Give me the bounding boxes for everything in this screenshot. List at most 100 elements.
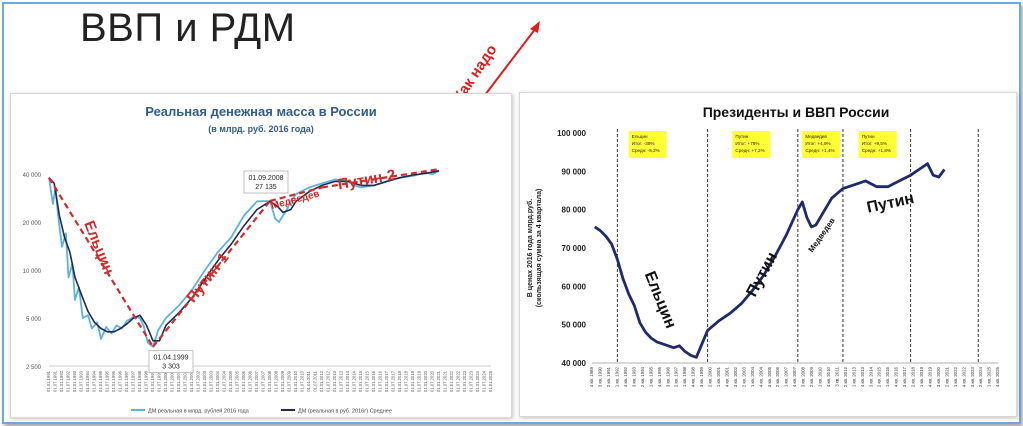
- x-tick-label: 01.01.1997: [124, 370, 129, 392]
- y-tick-label: 70 000: [562, 244, 587, 253]
- period-label: Ельцин: [641, 269, 679, 331]
- x-tick-label: 01.01.2003: [202, 370, 207, 392]
- period-label: Медведев: [807, 216, 837, 254]
- x-tick-label: 2 кв. 2021: [944, 366, 949, 387]
- note-line: Средн: +7,2%: [735, 148, 764, 153]
- x-tick-label: 01.07.1996: [118, 370, 123, 392]
- x-tick-label: 01.07.2012: [326, 370, 331, 392]
- x-tick-label: 2 кв. 2024: [978, 366, 983, 387]
- y-tick-label: 60 000: [562, 282, 587, 291]
- x-tick-label: 2 кв. 2009: [809, 366, 814, 387]
- period-label: Путин: [744, 249, 782, 299]
- x-tick-label: 01.07.2002: [196, 370, 201, 392]
- chart-subtitle: (в млрд. руб. 2016 года): [208, 124, 314, 134]
- y-tick-label: 10 000: [23, 269, 42, 275]
- y-tick-label: 40 000: [562, 359, 587, 368]
- x-tick-label: 2 кв. 2012: [843, 366, 848, 387]
- annotation-date: 01.09.2008: [248, 175, 283, 182]
- x-tick-label: 1 кв. 2022: [953, 366, 958, 387]
- x-tick-label: 1 кв. 2019: [919, 366, 924, 387]
- x-tick-label: 2 кв. 2015: [877, 366, 882, 387]
- x-tick-label: 4 кв. 2013: [860, 366, 865, 387]
- y-tick-label: 100 000: [557, 129, 586, 138]
- x-tick-label: 3 кв. 1996: [665, 366, 670, 387]
- x-tick-label: 01.07.1993: [79, 370, 84, 392]
- note-line: Средн: +1,4%: [805, 148, 834, 153]
- x-tick-label: 01.07.2022: [456, 370, 461, 392]
- gdp-chart-panel: Президенты и ВВП России 40 000 50 000 60 00…: [519, 92, 1017, 417]
- annotation-value: 27 135: [255, 184, 277, 191]
- x-tick-label: 3 кв. 2008: [801, 366, 806, 387]
- x-tick-label: 1 кв. 1992: [615, 366, 620, 387]
- x-tick-label: 01.07.1998: [144, 370, 149, 392]
- y-tick-label: 20 000: [23, 221, 42, 227]
- x-tick-label: 01.01.1994: [85, 370, 90, 392]
- x-tick-label: 4 кв. 2019: [927, 366, 932, 387]
- x-tick-label: 01.07.1992: [66, 370, 71, 392]
- x-tick-label: 3 кв. 2020: [936, 366, 941, 387]
- x-tick-label: 01.07.2004: [222, 370, 227, 392]
- x-tick-label: 01.07.1991: [53, 370, 58, 392]
- gdp-presidents-chart: Президенты и ВВП России 40 000 50 000 60 00…: [526, 104, 1000, 387]
- x-tick-label: 01.07.2018: [404, 370, 409, 392]
- x-tick-label: 01.01.2022: [449, 370, 454, 392]
- x-tick-label: 01.07.2020: [430, 370, 435, 392]
- x-tick-label: 4 кв. 1989: [589, 366, 594, 387]
- x-tick-label: 3 кв. 1999: [699, 366, 704, 387]
- x-tick-label: 01.01.1995: [98, 370, 103, 392]
- x-tick-label: 01.01.2025: [488, 370, 493, 392]
- x-tick-label: 01.01.2008: [267, 370, 272, 392]
- x-tick-label: 2 кв. 2006: [775, 366, 780, 387]
- note-line: Ельцин: [632, 134, 648, 139]
- x-tick-label: 3 кв. 2005: [767, 366, 772, 387]
- x-tick-label: 01.07.2011: [313, 370, 318, 391]
- x-tick-label: 01.01.1993: [72, 370, 77, 392]
- y-tick-label: 90 000: [562, 167, 587, 176]
- money-supply-chart-panel: Реальная денежная масса в России (в млрд.…: [10, 93, 512, 418]
- trend-label: Путин-1: [183, 250, 232, 306]
- x-tick-label: 2 кв. 2000: [708, 366, 713, 387]
- note-line: Средн: -5,2%: [632, 148, 660, 153]
- x-tick-label: 01.07.2008: [274, 370, 279, 392]
- note-line: Средн: +1,8%: [862, 148, 891, 153]
- x-tick-label: 1 кв. 1995: [648, 366, 653, 387]
- note-line: Медведев: [805, 134, 827, 139]
- x-tick-label: 01.01.2006: [241, 370, 246, 392]
- x-tick-label: 01.01.2021: [436, 370, 441, 392]
- y-tick-label: 5 000: [26, 317, 42, 323]
- x-tick-label: 01.01.2019: [410, 370, 415, 392]
- x-tick-label: 01.01.2023: [462, 370, 467, 392]
- x-tick-label: 01.01.2001: [176, 370, 181, 392]
- x-tick-label: 01.01.2018: [397, 370, 402, 392]
- x-tick-label: 2 кв. 1994: [640, 366, 645, 387]
- x-tick-label: 01.01.2002: [189, 370, 194, 392]
- x-tick-label: 01.01.2004: [215, 370, 220, 392]
- trend-line: [48, 177, 154, 348]
- chart-title: Президенты и ВВП России: [703, 104, 890, 120]
- x-tick-label: 3 кв. 1990: [598, 366, 603, 387]
- x-tick-label: 01.07.2021: [443, 370, 448, 392]
- note-line: Путин: [735, 134, 748, 139]
- x-tick-label: 1 кв. 2016: [885, 366, 890, 387]
- x-tick-label: 2 кв. 1997: [674, 366, 679, 387]
- x-tick-label: 01.01.2007: [254, 370, 259, 392]
- x-tick-label: 1 кв. 2010: [818, 366, 823, 387]
- x-tick-label: 01.07.2010: [300, 370, 305, 392]
- x-tick-label: 01.07.2015: [365, 370, 370, 392]
- x-tick-label: 3 кв. 2014: [868, 366, 873, 387]
- trend-label: Ельцин: [80, 218, 117, 277]
- x-tick-label: 01.07.1997: [131, 370, 136, 392]
- note-box: [858, 131, 897, 158]
- trend-line: [152, 200, 271, 348]
- x-tick-label: 01.07.1994: [92, 370, 97, 392]
- x-tick-label: 1 кв. 2007: [784, 366, 789, 387]
- x-tick-label: 4 кв. 2001: [724, 366, 729, 387]
- x-tick-label: 3 кв. 2023: [970, 366, 975, 387]
- x-tick-label: 1 кв. 2001: [716, 366, 721, 387]
- x-tick-label: 01.07.2016: [378, 370, 383, 392]
- x-tick-label: 01.01.2014: [345, 370, 350, 392]
- x-tick-label: 01.01.1992: [59, 370, 64, 392]
- legend-label: ДМ (реальная в руб. 2016г) Среднее: [298, 409, 392, 415]
- x-tick-label: 3 кв. 1993: [631, 366, 636, 387]
- x-tick-label: 1 кв. 2025: [987, 366, 992, 387]
